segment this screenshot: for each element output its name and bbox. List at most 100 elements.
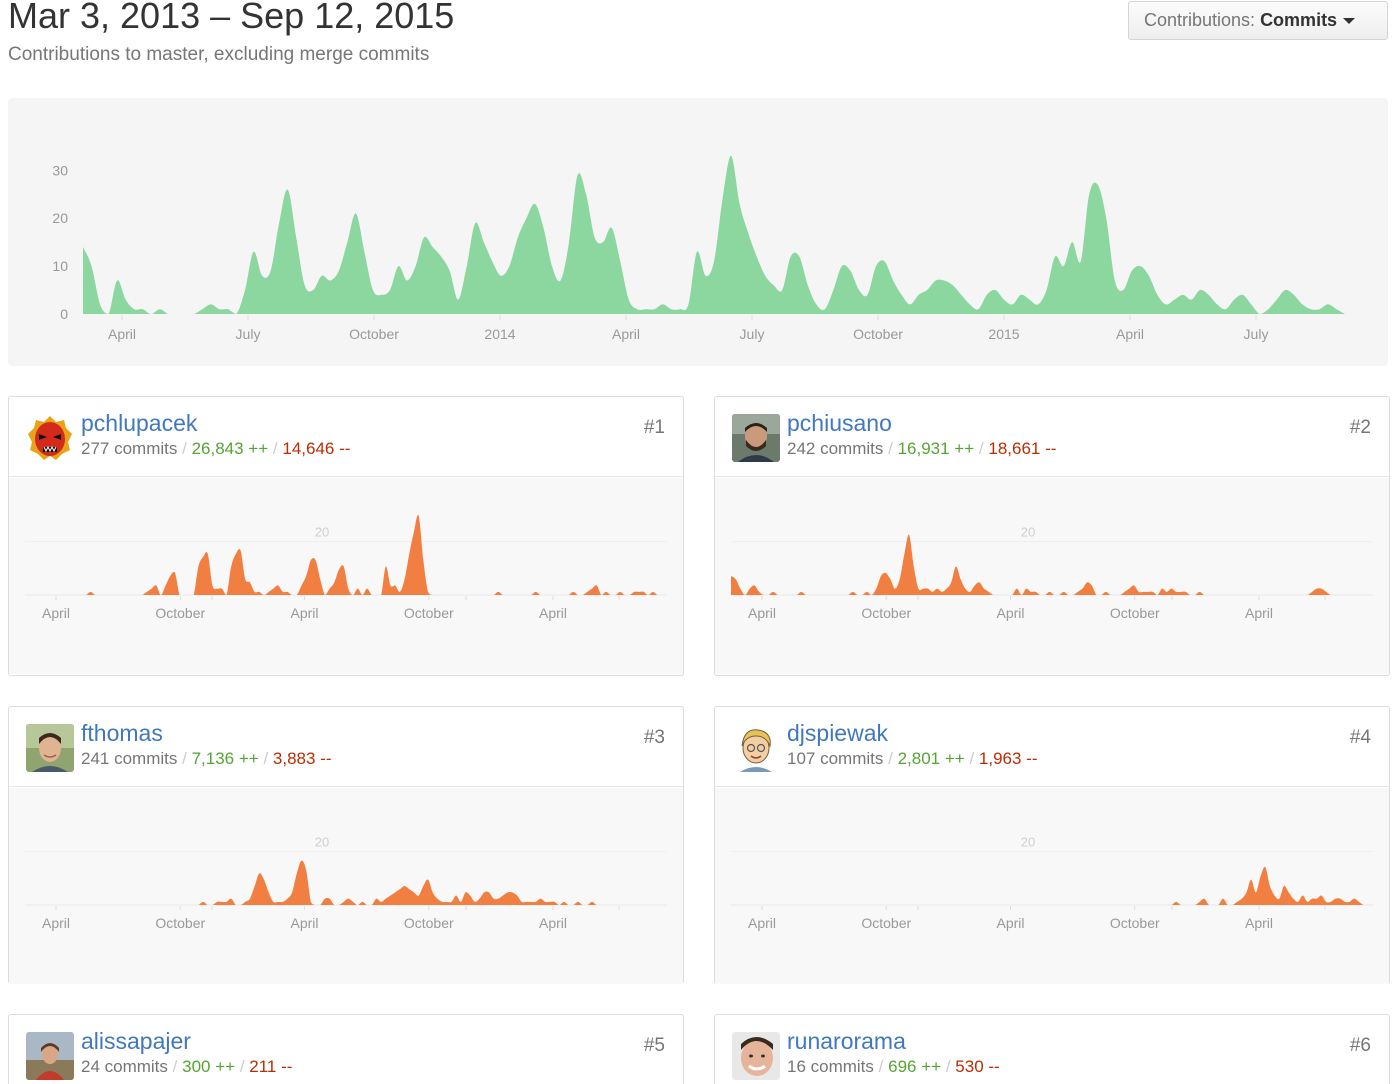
x-tick-label: April	[290, 915, 318, 931]
x-tick-label: 2014	[484, 326, 515, 342]
contributor-chart-svg: 20 April October April October April	[25, 835, 667, 931]
contributor-rank: #3	[643, 727, 665, 748]
y-tick-label: 20	[1021, 835, 1035, 850]
contributor-rank: #5	[643, 1035, 665, 1056]
contributor-stats: 241 commits / 7,136 ++ / 3,883 --	[81, 749, 332, 769]
contributor-graph: 20 April October April October April	[9, 788, 683, 984]
deletions-count: 18,661 --	[988, 439, 1057, 458]
avatar[interactable]	[732, 1032, 780, 1080]
contributor-card-header: pchiusano 242 commits / 16,931 ++ / 18,6…	[715, 397, 1389, 477]
contributor-rank: #6	[1349, 1035, 1371, 1056]
additions-count: 300 ++	[182, 1057, 236, 1076]
contributor-username[interactable]: djspiewak	[787, 720, 888, 746]
y-tick-label: 20	[1021, 525, 1035, 540]
contributor-card: pchlupacek 277 commits / 26,843 ++ / 14,…	[8, 396, 684, 676]
separator: /	[978, 439, 984, 458]
commit-count: 24 commits	[81, 1057, 168, 1076]
contributor-card: pchiusano 242 commits / 16,931 ++ / 18,6…	[714, 396, 1390, 676]
contributor-username[interactable]: runarorama	[787, 1028, 906, 1054]
contributor-card-header: runarorama 16 commits / 696 ++ / 530 -- …	[715, 1015, 1389, 1084]
avatar[interactable]	[732, 414, 780, 462]
contributor-stats: 242 commits / 16,931 ++ / 18,661 --	[787, 439, 1056, 459]
x-tick-label: April	[539, 915, 567, 931]
contributor-graph: 20 April October April October April	[9, 478, 683, 674]
contributor-chart-svg: 20 April October April October April	[731, 525, 1373, 621]
contributor-rank: #4	[1349, 727, 1371, 748]
x-tick-label: October	[155, 605, 205, 621]
avatar[interactable]	[732, 724, 780, 772]
separator: /	[888, 749, 893, 768]
y-tick-label: 20	[52, 210, 68, 226]
caret-down-icon	[1343, 17, 1356, 24]
contributions-type-select[interactable]: Contributions: Commits	[1128, 1, 1388, 40]
contributor-stats: 24 commits / 300 ++ / 211 --	[81, 1057, 292, 1077]
x-tick-label: April	[996, 915, 1024, 931]
y-tick-label: 10	[52, 258, 68, 274]
x-tick-label: October	[349, 326, 399, 342]
avatar[interactable]	[26, 414, 74, 462]
avatar[interactable]	[26, 724, 74, 772]
contributor-rank: #1	[643, 417, 665, 438]
x-tick-label: October	[1110, 605, 1160, 621]
contributor-username[interactable]: pchiusano	[787, 410, 892, 436]
x-tick-label: October	[404, 605, 454, 621]
x-tick-label: October	[861, 605, 911, 621]
separator: /	[182, 749, 187, 768]
additions-count: 696 ++	[888, 1057, 942, 1076]
date-range-title: Mar 3, 2013 – Sep 12, 2015	[8, 0, 455, 36]
contributor-chart-svg: 20 April October April October April	[731, 835, 1373, 931]
x-tick-label: October	[1110, 915, 1160, 931]
commit-count: 16 commits	[787, 1057, 874, 1076]
contributor-card-header: djspiewak 107 commits / 2,801 ++ / 1,963…	[715, 707, 1389, 787]
x-tick-label: October	[861, 915, 911, 931]
contributor-card: djspiewak 107 commits / 2,801 ++ / 1,963…	[714, 706, 1390, 984]
deletions-count: 530 --	[955, 1057, 1000, 1076]
commit-count: 107 commits	[787, 749, 884, 768]
avatar[interactable]	[26, 1032, 74, 1080]
commit-count: 241 commits	[81, 749, 178, 768]
contributor-stats: 16 commits / 696 ++ / 530 --	[787, 1057, 1000, 1077]
separator: /	[263, 749, 269, 768]
contributor-graph: 20 April October April October April	[715, 788, 1389, 984]
additions-count: 16,931 ++	[897, 439, 975, 458]
deletions-count: 3,883 --	[272, 749, 332, 768]
contributions-chart-svg: 0 10 20 30 April July October 2014 April July Octo…	[52, 155, 1345, 342]
contributor-stats: 107 commits / 2,801 ++ / 1,963 --	[787, 749, 1038, 769]
contributor-area	[731, 534, 1373, 595]
separator: /	[239, 1057, 245, 1076]
additions-count: 2,801 ++	[897, 749, 965, 768]
y-tick-label: 20	[315, 525, 329, 540]
x-tick-label: April	[290, 605, 318, 621]
separator: /	[272, 439, 278, 458]
separator: /	[945, 1057, 951, 1076]
separator: /	[182, 439, 187, 458]
contributor-area	[25, 860, 667, 905]
contributor-card-header: pchlupacek 277 commits / 26,843 ++ / 14,…	[9, 397, 683, 477]
contributor-card: alissapajer 24 commits / 300 ++ / 211 --…	[8, 1014, 684, 1084]
x-tick-label: April	[42, 605, 70, 621]
contributor-username[interactable]: fthomas	[81, 720, 163, 746]
deletions-count: 211 --	[249, 1057, 293, 1076]
x-tick-label: October	[404, 915, 454, 931]
x-tick-label: April	[748, 605, 776, 621]
contributor-card-header: fthomas 241 commits / 7,136 ++ / 3,883 -…	[9, 707, 683, 787]
separator: /	[969, 749, 975, 768]
contributor-username[interactable]: pchlupacek	[81, 410, 198, 436]
x-tick-label: April	[1245, 915, 1273, 931]
x-tick-label: July	[236, 326, 261, 342]
separator: /	[172, 1057, 178, 1076]
contributor-area	[25, 514, 667, 595]
contributor-chart-svg: 20 April October April October April	[25, 514, 667, 621]
x-tick-label: April	[748, 915, 776, 931]
additions-count: 7,136 ++	[191, 749, 259, 768]
contributor-username[interactable]: alissapajer	[81, 1028, 191, 1054]
contributor-graph: 20 April October April October April	[715, 478, 1389, 674]
y-tick-label: 20	[315, 835, 329, 850]
contributions-area	[83, 155, 1345, 314]
commit-count: 242 commits	[787, 439, 884, 458]
x-tick-label: October	[155, 915, 205, 931]
commit-count: 277 commits	[81, 439, 178, 458]
contributor-card: fthomas 241 commits / 7,136 ++ / 3,883 -…	[8, 706, 684, 984]
x-tick-label: 2015	[988, 326, 1019, 342]
contributions-graph: 0 10 20 30 April July October 2014 April July Octo…	[8, 98, 1388, 366]
